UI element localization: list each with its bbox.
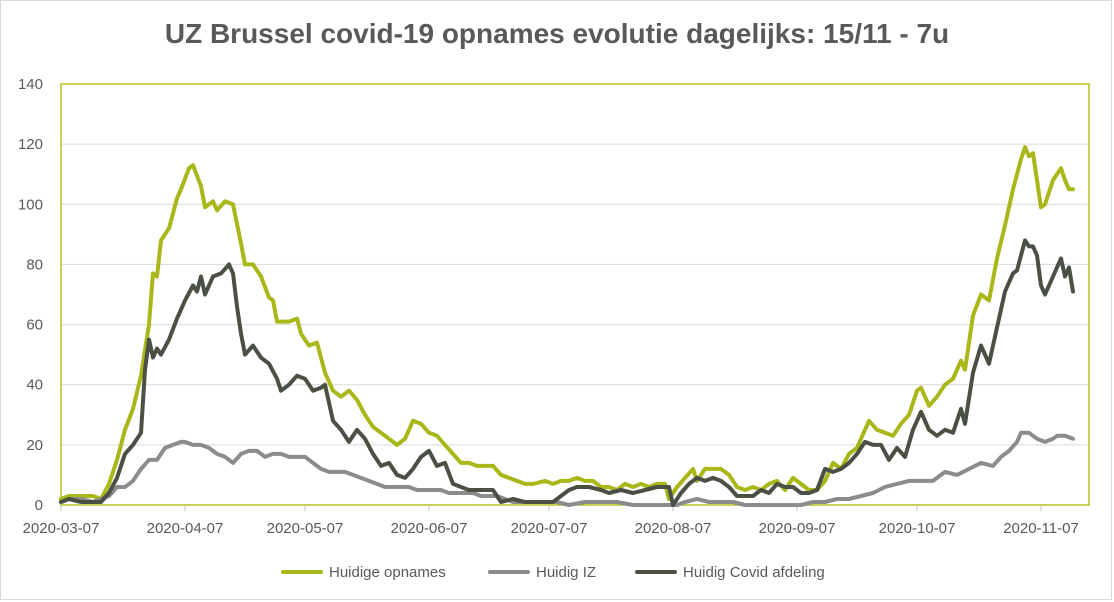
x-axis-tick-labels: 2020-03-07 2020-04-07 2020-05-07 2020-06-07… [23,520,1079,537]
y-tick-label: 100 [18,196,43,213]
chart-title: UZ Brussel covid-19 opnames evolutie dag… [164,18,950,49]
legend-label: Huidig IZ [536,564,596,581]
x-tick-label: 2020-07-07 [511,520,588,537]
y-tick-label: 20 [26,437,43,454]
y-tick-label: 140 [18,76,43,93]
y-tick-label: 120 [18,136,43,153]
y-tick-label: 60 [26,317,43,334]
x-tick-label: 2020-08-07 [635,520,712,537]
y-tick-label: 40 [26,377,43,394]
x-tick-label: 2020-05-07 [267,520,344,537]
gridlines [61,83,1089,446]
x-tick-label: 2020-09-07 [759,520,836,537]
series-lines [59,145,1075,507]
legend-label: Huidige opnames [329,564,446,581]
x-tick-label: 2020-06-07 [391,520,468,537]
series-line-huidige-opnames [59,145,1075,501]
legend: Huidige opnames Huidig IZ Huidig Covid afd… [281,564,825,581]
series-line-huidig-iz [59,430,1075,507]
legend-label: Huidig Covid afdeling [683,564,825,581]
y-axis-tick-labels: 0 20 40 60 80 100 120 140 [18,76,43,514]
x-tick-label: 2020-04-07 [147,520,224,537]
plot-area-border [60,83,1090,506]
y-tick-label: 80 [26,256,43,273]
x-axis-ticks [60,505,1042,511]
x-tick-label: 2020-11-07 [1003,520,1079,537]
x-tick-label: 2020-03-07 [23,520,100,537]
series-line-huidig-covid-afdeling [59,238,1075,507]
y-tick-label: 0 [35,497,43,514]
x-tick-label: 2020-10-07 [879,520,956,537]
